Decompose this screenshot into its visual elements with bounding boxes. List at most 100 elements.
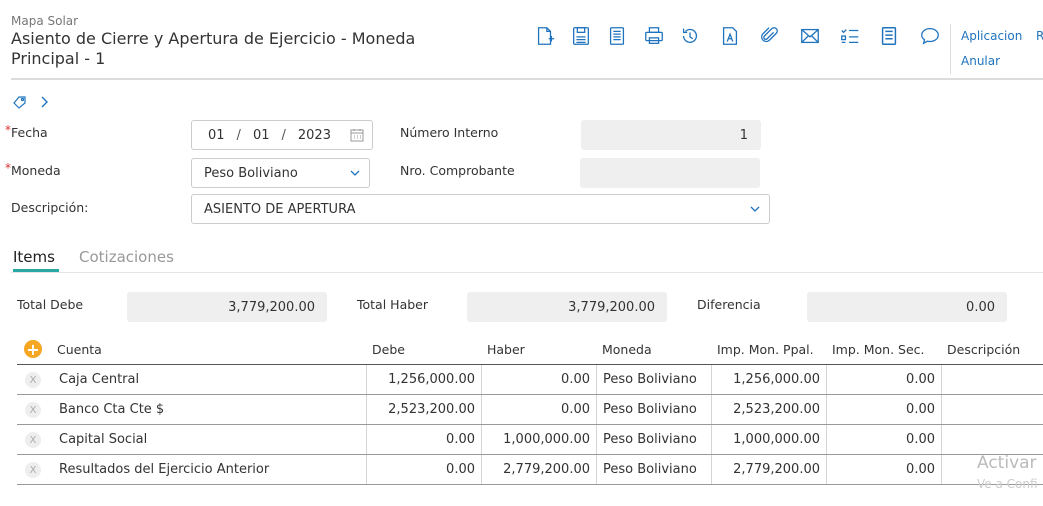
moneda-selected-value: Peso Boliviano (204, 165, 298, 181)
total-debe-value: 3,779,200.00 (127, 292, 327, 322)
toolbar-divider (950, 24, 951, 74)
cell-imp-mon-sec[interactable]: 0.00 (827, 455, 942, 484)
cell-descripcion[interactable] (942, 365, 1043, 394)
header-divider (11, 78, 1043, 80)
checklist-icon[interactable] (838, 24, 862, 48)
cell-imp-mon-sec[interactable]: 0.00 (827, 395, 942, 424)
fecha-month[interactable]: 01 (252, 127, 270, 143)
activation-watermark-hint: Ve a Confi (977, 477, 1038, 491)
cell-cuenta[interactable]: Banco Cta Cte $ (53, 395, 367, 424)
delete-row-icon[interactable]: X (25, 432, 41, 448)
required-mark: * (5, 161, 11, 175)
calendar-icon[interactable] (350, 128, 364, 142)
save-icon[interactable] (569, 24, 593, 48)
descripcion-select[interactable]: ASIENTO DE APERTURA (191, 194, 770, 224)
descripcion-label: Descripción: (11, 200, 89, 215)
add-row-button[interactable]: + (24, 340, 42, 359)
comment-icon[interactable] (918, 24, 942, 48)
list-document-icon[interactable] (877, 24, 901, 48)
cell-haber[interactable]: 0.00 (482, 365, 597, 394)
cell-haber[interactable]: 1,000,000.00 (482, 425, 597, 454)
moneda-label: * Moneda (5, 161, 61, 178)
diferencia-label: Diferencia (697, 297, 761, 312)
grid-header-divider (17, 364, 1043, 365)
fecha-day[interactable]: 01 (208, 127, 225, 143)
fecha-date-field[interactable]: 01 / 01 / 2023 (191, 120, 373, 150)
cell-imp-mon-sec[interactable]: 0.00 (827, 425, 942, 454)
cell-imp-mon-ppal[interactable]: 2,779,200.00 (712, 455, 827, 484)
nro-comprobante-label: Nro. Comprobante (400, 163, 515, 178)
chevron-right-icon[interactable] (36, 94, 52, 114)
cell-cuenta[interactable]: Resultados del Ejercicio Anterior (53, 455, 367, 484)
print-icon[interactable] (642, 24, 666, 48)
table-row[interactable]: X Caja Central 1,256,000.00 0.00 Peso Bo… (17, 365, 1043, 395)
column-header-descripcion[interactable]: Descripción (947, 342, 1021, 357)
fecha-year[interactable]: 2023 (297, 127, 331, 143)
aplicacion-link[interactable]: Aplicacion (961, 29, 1023, 43)
tab-items[interactable]: Items (13, 248, 59, 272)
cell-descripcion[interactable] (942, 395, 1043, 424)
cell-debe[interactable]: 1,256,000.00 (367, 365, 482, 394)
delete-row-icon[interactable]: X (25, 372, 41, 388)
cell-cuenta[interactable]: Caja Central (53, 365, 367, 394)
cell-imp-mon-ppal[interactable]: 1,000,000.00 (712, 425, 827, 454)
notes-icon[interactable] (605, 24, 629, 48)
total-debe-label: Total Debe (17, 297, 84, 312)
table-row[interactable]: X Banco Cta Cte $ 2,523,200.00 0.00 Peso… (17, 395, 1043, 425)
cell-imp-mon-sec[interactable]: 0.00 (827, 365, 942, 394)
breadcrumb: Mapa Solar (11, 14, 79, 28)
delete-row-icon[interactable]: X (25, 402, 41, 418)
tab-cotizaciones[interactable]: Cotizaciones (79, 248, 174, 266)
cell-haber[interactable]: 0.00 (482, 395, 597, 424)
cell-moneda[interactable]: Peso Boliviano (597, 425, 712, 454)
fecha-label-text: Fecha (11, 125, 48, 140)
column-header-haber[interactable]: Haber (487, 342, 525, 357)
column-header-imp-mon-ppal[interactable]: Imp. Mon. Ppal. (717, 342, 814, 357)
column-header-moneda[interactable]: Moneda (602, 342, 652, 357)
cell-haber[interactable]: 2,779,200.00 (482, 455, 597, 484)
tabs-bar: Items Cotizaciones (11, 248, 1043, 273)
numero-interno-label: Número Interno (400, 125, 499, 140)
tag-nav (12, 94, 52, 114)
cell-debe[interactable]: 0.00 (367, 425, 482, 454)
moneda-label-text: Moneda (11, 163, 61, 178)
cell-descripcion[interactable] (942, 425, 1043, 454)
anular-link[interactable]: Anular (961, 54, 1001, 68)
activation-watermark: Activar (977, 453, 1037, 473)
tag-icon[interactable] (12, 94, 28, 114)
cell-imp-mon-ppal[interactable]: 1,256,000.00 (712, 365, 827, 394)
cell-cuenta[interactable]: Capital Social (53, 425, 367, 454)
diferencia-value: 0.00 (807, 292, 1007, 322)
cell-imp-mon-ppal[interactable]: 2,523,200.00 (712, 395, 827, 424)
cell-moneda[interactable]: Peso Boliviano (597, 455, 712, 484)
chevron-down-icon (350, 170, 360, 176)
column-header-imp-mon-sec[interactable]: Imp. Mon. Sec. (832, 342, 925, 357)
numero-interno-field: 1 (581, 120, 761, 150)
chevron-down-icon (750, 206, 760, 212)
descripcion-selected-value: ASIENTO DE APERTURA (204, 201, 356, 217)
nro-comprobante-field (580, 158, 760, 188)
history-icon[interactable] (678, 24, 702, 48)
delete-row-icon[interactable]: X (25, 462, 41, 478)
more-link[interactable]: R (1036, 29, 1043, 43)
moneda-select[interactable]: Peso Boliviano (191, 158, 370, 188)
page-title: Asiento de Cierre y Apertura de Ejercici… (11, 29, 416, 68)
total-haber-label: Total Haber (357, 297, 428, 312)
fecha-label: * Fecha (5, 123, 48, 140)
cell-moneda[interactable]: Peso Boliviano (597, 395, 712, 424)
required-mark: * (5, 123, 11, 137)
cell-moneda[interactable]: Peso Boliviano (597, 365, 712, 394)
total-haber-value: 3,779,200.00 (467, 292, 667, 322)
cell-debe[interactable]: 0.00 (367, 455, 482, 484)
date-separator: / (281, 127, 286, 143)
column-header-cuenta[interactable]: Cuenta (57, 342, 102, 357)
table-row[interactable]: X Resultados del Ejercicio Anterior 0.00… (17, 455, 1043, 485)
new-document-icon[interactable] (533, 24, 557, 48)
text-document-icon[interactable] (718, 24, 742, 48)
table-row[interactable]: X Capital Social 0.00 1,000,000.00 Peso … (17, 425, 1043, 455)
email-icon[interactable] (798, 24, 822, 48)
date-separator: / (236, 127, 241, 143)
cell-debe[interactable]: 2,523,200.00 (367, 395, 482, 424)
attachment-icon[interactable] (757, 24, 781, 48)
column-header-debe[interactable]: Debe (372, 342, 405, 357)
